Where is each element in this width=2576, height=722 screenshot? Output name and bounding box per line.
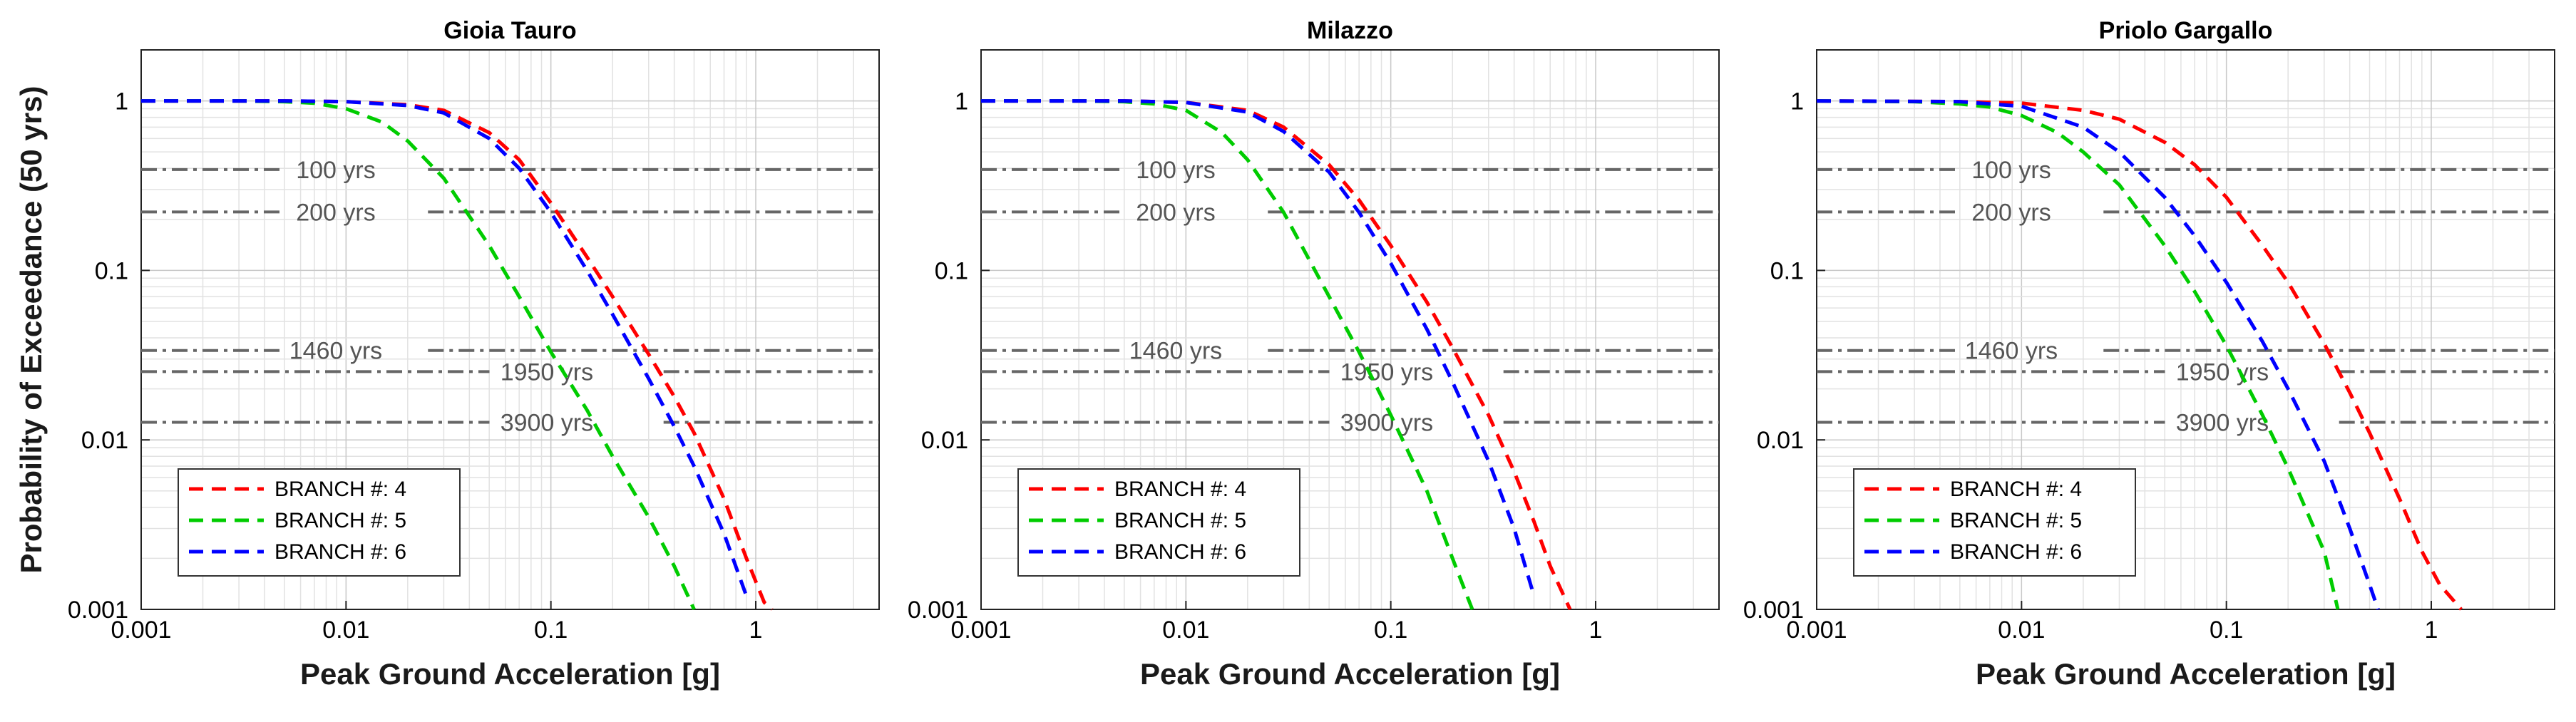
series-line-4	[1816, 99, 2463, 611]
axes-box	[1816, 49, 2555, 610]
return-period-label: 200 yrs	[1971, 199, 2051, 226]
series-line-4	[981, 99, 1572, 611]
chart-title: Gioia Tauro	[443, 17, 576, 44]
return-period-label: 1460 yrs	[1129, 338, 1222, 365]
x-tick-label: 0.001	[111, 617, 171, 644]
x-tick-label: 0.001	[950, 617, 1011, 644]
axes-box	[140, 49, 880, 610]
x-tick-label: 0.01	[1998, 617, 2045, 644]
chart-title: Milazzo	[1307, 17, 1393, 44]
panel-milazzo: 0.001 0.01 0.1 1 0.001 0.01 0.1 1 Milazzo Peak Gr…	[908, 17, 1720, 691]
return-period-label: 1460 yrs	[1965, 338, 2058, 365]
return-period-lines: 100 yrs 200 yrs 1460 yrs 1950 yrs 3900 yrs	[141, 157, 879, 437]
chart-title: Priolo Gargallo	[2099, 17, 2273, 44]
return-period-label: 200 yrs	[1136, 199, 1216, 226]
x-tick-label: 0.001	[1786, 617, 1847, 644]
x-tick-label: 0.01	[322, 617, 369, 644]
legend-entry: BRANCH #: 6	[1114, 540, 1246, 564]
y-tick-label: 0.1	[95, 257, 128, 284]
x-tick-label: 0.1	[2210, 617, 2243, 644]
y-tick-label: 0.01	[81, 427, 128, 454]
series-line-6	[1816, 99, 2380, 610]
legend-entry: BRANCH #: 4	[1950, 478, 2082, 501]
return-period-label: 3900 yrs	[501, 410, 593, 437]
x-tick-label: 1	[1589, 617, 1603, 644]
legend-entry: BRANCH #: 5	[1114, 509, 1246, 532]
return-period-label: 100 yrs	[1136, 157, 1216, 184]
legend-box	[178, 468, 461, 577]
return-period-label: 100 yrs	[1971, 157, 2051, 184]
series-line-5	[1816, 99, 2340, 610]
legend-box	[1853, 468, 2136, 577]
y-tick-label: 0.1	[1770, 257, 1804, 284]
return-period-lines: 100 yrs 200 yrs 1460 yrs 1950 yrs 3900 yrs	[1817, 157, 2555, 437]
legend-entry: BRANCH #: 6	[1950, 540, 2082, 564]
y-tick-label: 1	[115, 88, 128, 115]
y-tick-label: 1	[1790, 88, 1804, 115]
return-period-lines: 100 yrs 200 yrs 1460 yrs 1950 yrs 3900 yrs	[981, 157, 1719, 437]
return-period-label: 1950 yrs	[501, 359, 593, 386]
y-tick-label: 0.1	[935, 257, 968, 284]
y-tick-label: 0.001	[908, 597, 968, 624]
y-tick-label: 0.01	[921, 427, 968, 454]
series-line-6	[981, 99, 1536, 597]
return-period-label: 100 yrs	[296, 157, 376, 184]
legend-entry: BRANCH #: 4	[1114, 478, 1246, 501]
return-period-label: 200 yrs	[296, 199, 376, 226]
y-tick-label: 0.001	[1743, 597, 1804, 624]
panel-gioia-tauro: 0.001 0.01 0.1 1 0.001 0.01 0.1 1 Gioia Tauro Pea…	[14, 17, 880, 691]
panel-priolo-gargallo: 0.001 0.01 0.1 1 0.001 0.01 0.1 1 Priolo Gargall…	[1743, 17, 2555, 691]
x-tick-label: 0.1	[534, 617, 568, 644]
y-axis-label: Probability of Exceedance (50 yrs)	[14, 86, 48, 574]
return-period-label: 3900 yrs	[1340, 410, 1433, 437]
legend-entry: BRANCH #: 6	[274, 540, 406, 564]
legend-box	[1017, 468, 1300, 577]
x-tick-label: 1	[749, 617, 763, 644]
series-line-5	[141, 99, 696, 611]
legend: BRANCH #: 4 BRANCH #: 5 BRANCH #: 6	[178, 468, 461, 577]
y-tick-label: 0.01	[1757, 427, 1804, 454]
return-period-label: 1460 yrs	[289, 338, 382, 365]
legend-entry: BRANCH #: 4	[274, 478, 406, 501]
legend-entry: BRANCH #: 5	[1950, 509, 2082, 532]
x-axis-label: Peak Ground Acceleration [g]	[1140, 657, 1560, 691]
x-tick-label: 0.1	[1374, 617, 1407, 644]
x-tick-label: 0.01	[1162, 617, 1209, 644]
series-group	[141, 99, 774, 611]
series-line-4	[141, 99, 774, 611]
y-tick-label: 0.001	[68, 597, 128, 624]
x-axis-label: Peak Ground Acceleration [g]	[1976, 657, 2396, 691]
axes-box	[980, 49, 1720, 610]
return-period-label: 1950 yrs	[1340, 359, 1433, 386]
x-axis-label: Peak Ground Acceleration [g]	[300, 657, 720, 691]
x-tick-label: 1	[2425, 617, 2438, 644]
y-tick-label: 1	[955, 88, 968, 115]
series-group	[1816, 99, 2463, 611]
legend: BRANCH #: 4 BRANCH #: 5 BRANCH #: 6	[1017, 468, 1300, 577]
return-period-label: 3900 yrs	[2176, 410, 2269, 437]
return-period-label: 1950 yrs	[2176, 359, 2269, 386]
series-group	[981, 99, 1572, 611]
legend-entry: BRANCH #: 5	[274, 509, 406, 532]
legend: BRANCH #: 4 BRANCH #: 5 BRANCH #: 6	[1853, 468, 2136, 577]
